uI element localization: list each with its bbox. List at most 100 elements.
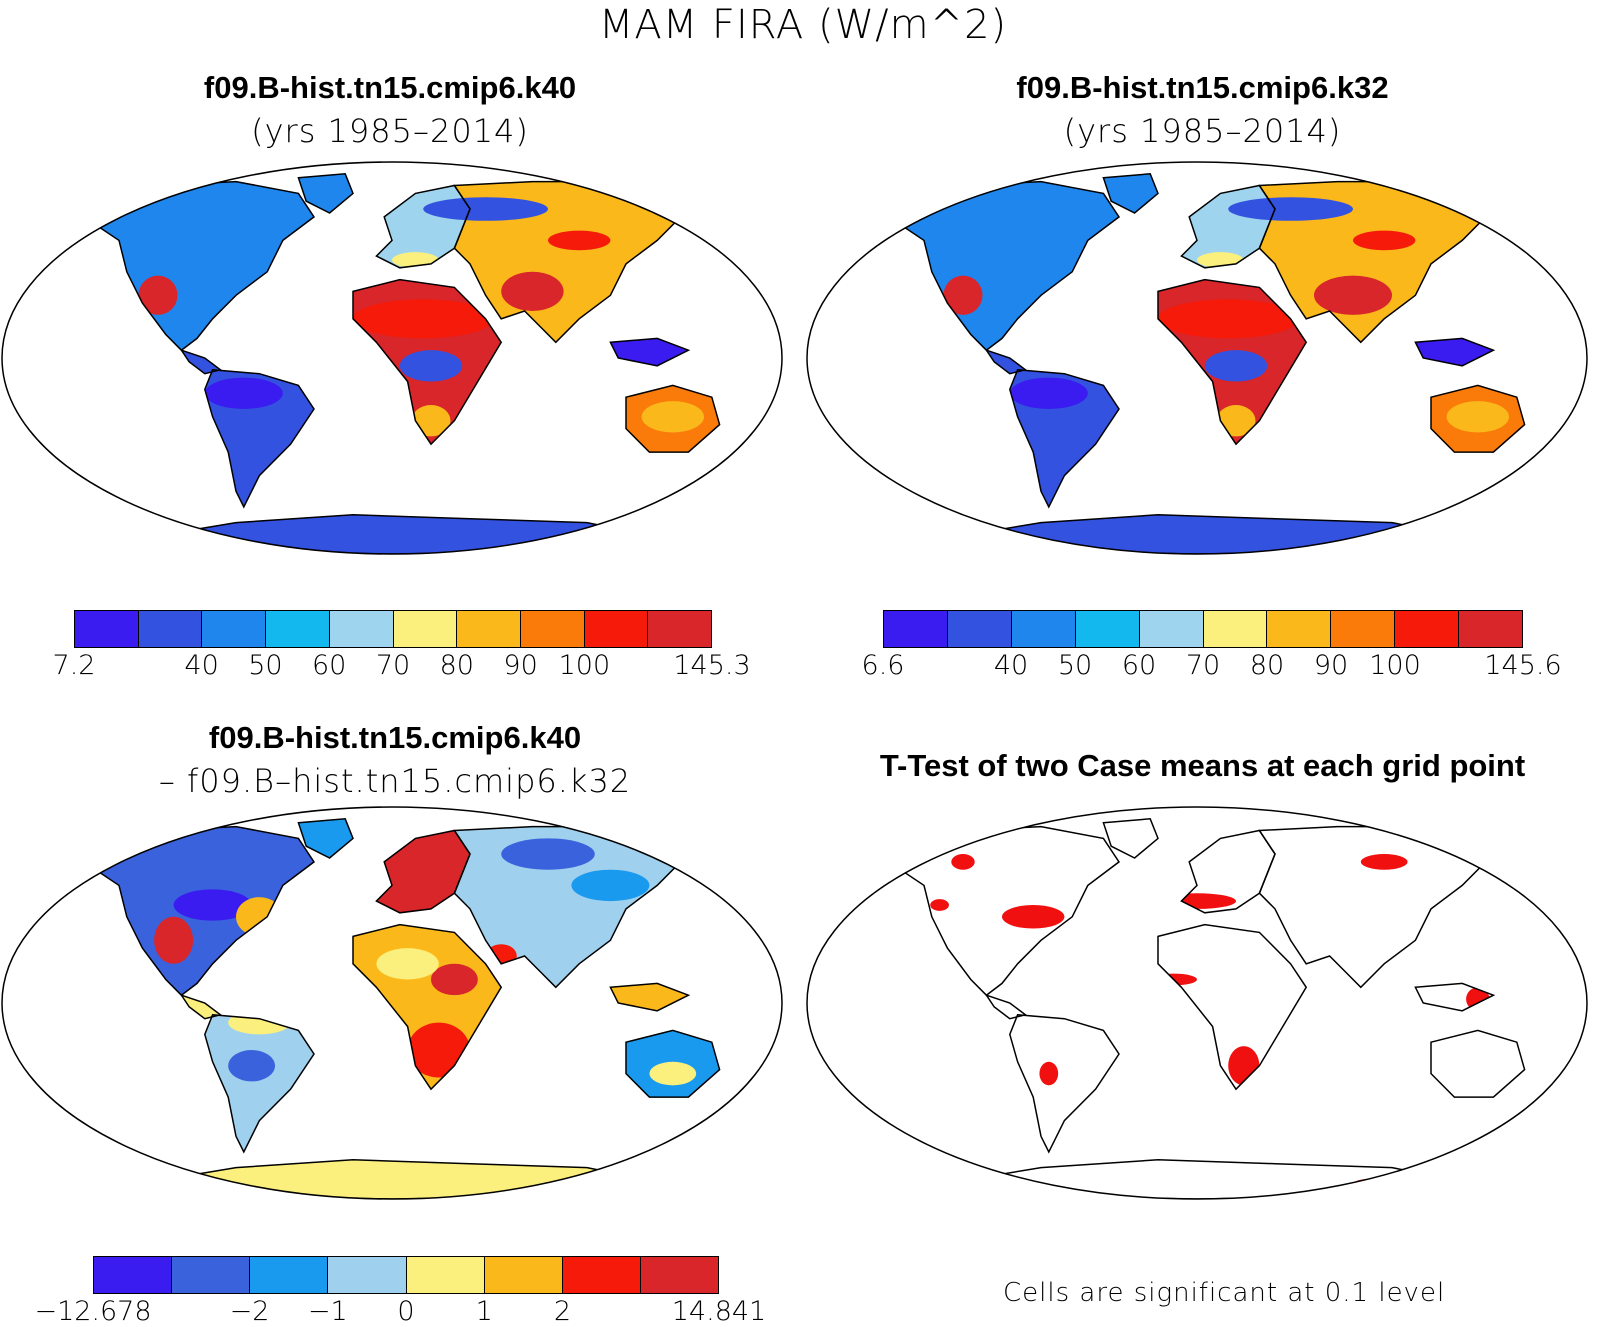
panel-title-top-left: f09.B-hist.tn15.cmip6.k40 [203,70,577,105]
colorbar-tick-label: 80 [439,650,474,681]
field-patch [407,1022,470,1078]
field-patch [1158,299,1299,339]
colorbar-tick-label: 50 [1057,650,1093,681]
coastline [1009,1014,1120,1154]
field-patch [1228,1046,1260,1086]
colorbar-tick-label: 0 [397,1296,415,1327]
field-patch [1446,401,1509,433]
colorbar-tick-label: 6.6 [861,650,905,681]
field-patch [649,1061,697,1086]
colorbar-swatch [406,1257,485,1293]
map-top-right [806,161,1588,555]
colorbar-tick-label: 70 [1185,650,1221,681]
coastline [1180,829,1276,914]
colorbar-tick-label: 2 [553,1296,572,1327]
field-patch [548,230,611,251]
coastline [1180,184,1276,269]
colorbar-swatch [75,611,139,647]
colorbar-swatch [1139,611,1204,647]
coastline [1009,369,1120,509]
coastline [1430,1029,1526,1098]
coastline [352,278,503,446]
field-patch [1360,854,1408,870]
colorbar-swatch [266,611,330,647]
colorbar-tick-label: 50 [248,650,283,681]
coastline [1414,982,1496,1012]
field-patch [138,275,178,315]
colorbar-swatch [202,611,267,647]
field-patch [1353,230,1416,251]
coastline [297,818,354,859]
colorbar-tick-label: 100 [1369,650,1421,681]
colorbar-top-right [883,610,1523,648]
coastline [94,825,316,997]
landmass-centralAmerica [181,350,221,374]
colorbar-tick-label: 40 [184,650,219,681]
colorbar-tick-label: 1 [475,1296,493,1327]
coastline [1102,818,1159,859]
colorbar-tick-label: −12.678 [34,1296,152,1327]
colorbar-swatch [947,611,1012,647]
landmass-greenland [1103,173,1158,213]
colorbar-tick-label: −2 [229,1296,270,1327]
panel-subtitle-top-left: (yrs 1985–2014) [251,112,529,150]
field-patch [943,275,983,315]
coastline [297,173,354,214]
coastline [625,1029,721,1098]
colorbar-tick-label: 60 [312,650,347,681]
field-patch [501,271,564,311]
significance-footnote: Cells are significant at 0.1 level [1003,1278,1446,1308]
field-patch [571,869,650,902]
field-patch [236,897,283,937]
landmass-southAmerica [1009,1014,1119,1152]
field-patch [1204,350,1268,382]
colorbar-swatch [393,611,458,647]
colorbar-tick-label: 60 [1121,650,1157,681]
field-patch [1228,197,1353,221]
coastline [899,825,1121,997]
field-patch [1158,893,1236,909]
colorbar-swatch [640,1257,718,1293]
panel-title-top-right: f09.B-hist.tn15.cmip6.k32 [1016,70,1389,105]
colorbar-swatch [94,1257,173,1293]
field-patch [1002,905,1065,929]
colorbar-tick-label: 14.841 [671,1296,767,1327]
panel-title-bottom-left: f09.B-hist.tn15.cmip6.k40 [208,720,582,755]
landmass-greenland [298,173,353,213]
colorbar-tick-label: −1 [307,1296,348,1327]
panel-title-bottom-right: T-Test of two Case means at each grid po… [879,748,1526,783]
coastline [1414,337,1496,367]
coastline [1102,173,1159,214]
colorbar-swatch [329,611,394,647]
field-patch [353,299,494,339]
map-border [1,161,783,555]
landmass-northAmerica [900,181,1119,351]
map-border [806,806,1588,1200]
colorbar-swatch [1203,611,1268,647]
landmass-northAmerica [95,181,314,351]
field-patch [411,405,451,437]
landmass-asia [1259,826,1486,988]
field-patch [154,916,194,964]
colorbar-swatch [328,1257,407,1293]
field-patch [951,854,975,870]
colorbar-swatch [584,611,649,647]
field-patch [376,948,439,980]
field-patch [1216,405,1256,437]
field-patch [930,899,949,911]
landmass-greenland [1103,818,1158,858]
colorbar-swatch [172,1257,251,1293]
map-bottom-right [806,806,1588,1200]
field-patch [399,350,463,382]
field-patch [228,1050,275,1082]
coastline [375,184,471,269]
coastline [204,369,315,509]
field-patch [423,197,548,221]
colorbar-swatch [1011,611,1076,647]
field-patch [228,1010,291,1035]
field-patch [1314,275,1392,315]
colorbar-top-left [74,610,712,648]
map-bottom-left [1,806,783,1200]
coastline [625,384,721,453]
colorbar-swatch [1331,611,1396,647]
